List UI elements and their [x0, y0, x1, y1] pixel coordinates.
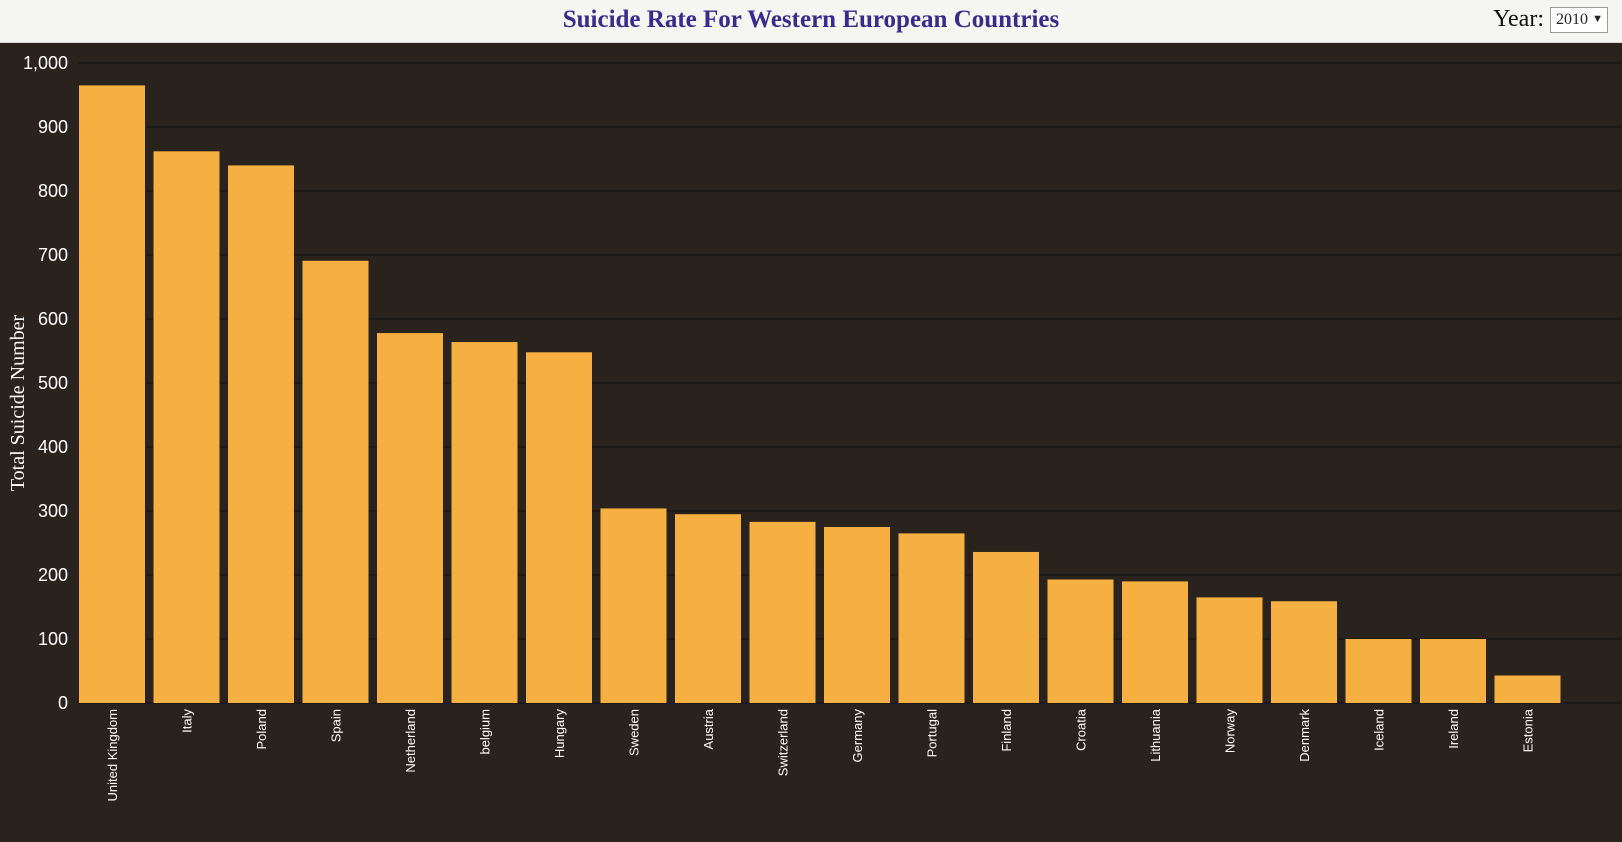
x-tick-label: Hungary — [552, 709, 567, 759]
bar-italy — [153, 151, 220, 703]
x-tick-label: belgium — [478, 709, 493, 755]
x-tick-label: Lithuania — [1148, 708, 1163, 762]
y-tick-label: 300 — [38, 501, 68, 521]
x-tick-label: Denmark — [1297, 709, 1312, 762]
bar-chart: 0 100 200 300 400 500 600 700 800 900 1,000 United … — [7, 53, 1622, 802]
y-tick-label: 100 — [38, 629, 68, 649]
x-tick-label: Norway — [1223, 709, 1238, 754]
bar-poland — [228, 165, 294, 703]
x-tick-label: Netherland — [403, 709, 418, 773]
y-tick-label: 400 — [38, 437, 68, 457]
year-select[interactable]: 2010 ▼ — [1550, 6, 1608, 33]
year-filter: Year: 2010 ▼ — [1493, 6, 1608, 33]
bar-germany — [824, 527, 890, 703]
bar-estonia — [1494, 675, 1561, 703]
bar-denmark — [1271, 601, 1337, 703]
bar-finland — [973, 551, 1039, 703]
x-tick-label: Ireland — [1446, 709, 1461, 749]
bar-hungary — [526, 352, 592, 703]
header-bar: Suicide Rate For Western European Countr… — [0, 0, 1622, 43]
x-tick-label: United Kingdom — [105, 709, 120, 802]
y-tick-label: 800 — [38, 181, 68, 201]
bar-switzerland — [749, 521, 816, 703]
y-tick-label: 700 — [38, 245, 68, 265]
x-tick-label: Estonia — [1521, 708, 1536, 752]
bar-iceland — [1345, 639, 1412, 703]
x-tick-label: Sweden — [627, 709, 642, 756]
bar-austria — [675, 514, 741, 703]
chart-area: 0 100 200 300 400 500 600 700 800 900 1,000 United … — [0, 43, 1622, 842]
year-select-value: 2010 — [1556, 10, 1588, 28]
x-tick-label: Croatia — [1074, 708, 1089, 751]
y-tick-label: 200 — [38, 565, 68, 585]
bar-ireland — [1420, 639, 1486, 703]
x-tick-label: Germany — [850, 709, 865, 763]
bar-lithuania — [1122, 581, 1188, 703]
y-tick-label: 1,000 — [23, 53, 68, 73]
x-tick-label: Finland — [999, 709, 1014, 752]
x-tick-label: Iceland — [1372, 709, 1387, 751]
page-title: Suicide Rate For Western European Countr… — [562, 6, 1060, 33]
y-tick-label: 600 — [38, 309, 68, 329]
y-tick-label: 0 — [58, 693, 68, 713]
bar-united-kingdom — [79, 85, 145, 703]
y-axis-label: Total Suicide Number — [7, 314, 29, 491]
bar-spain — [302, 260, 369, 703]
y-tick-label: 900 — [38, 117, 68, 137]
x-tick-label: Portugal — [925, 709, 940, 758]
bar-croatia — [1047, 579, 1114, 703]
bar-sweden — [600, 508, 667, 703]
bar-portugal — [898, 533, 965, 703]
year-label: Year: — [1493, 6, 1544, 32]
bar-belgium — [451, 342, 518, 703]
bar-norway — [1196, 597, 1263, 703]
x-tick-label: Italy — [180, 709, 195, 733]
x-tick-label: Spain — [329, 709, 344, 742]
y-tick-label: 500 — [38, 373, 68, 393]
bar-netherland — [377, 333, 443, 703]
chevron-down-icon: ▼ — [1592, 12, 1603, 25]
x-tick-label: Switzerland — [776, 709, 791, 776]
x-tick-label: Poland — [254, 709, 269, 749]
x-tick-label: Austria — [701, 708, 716, 749]
